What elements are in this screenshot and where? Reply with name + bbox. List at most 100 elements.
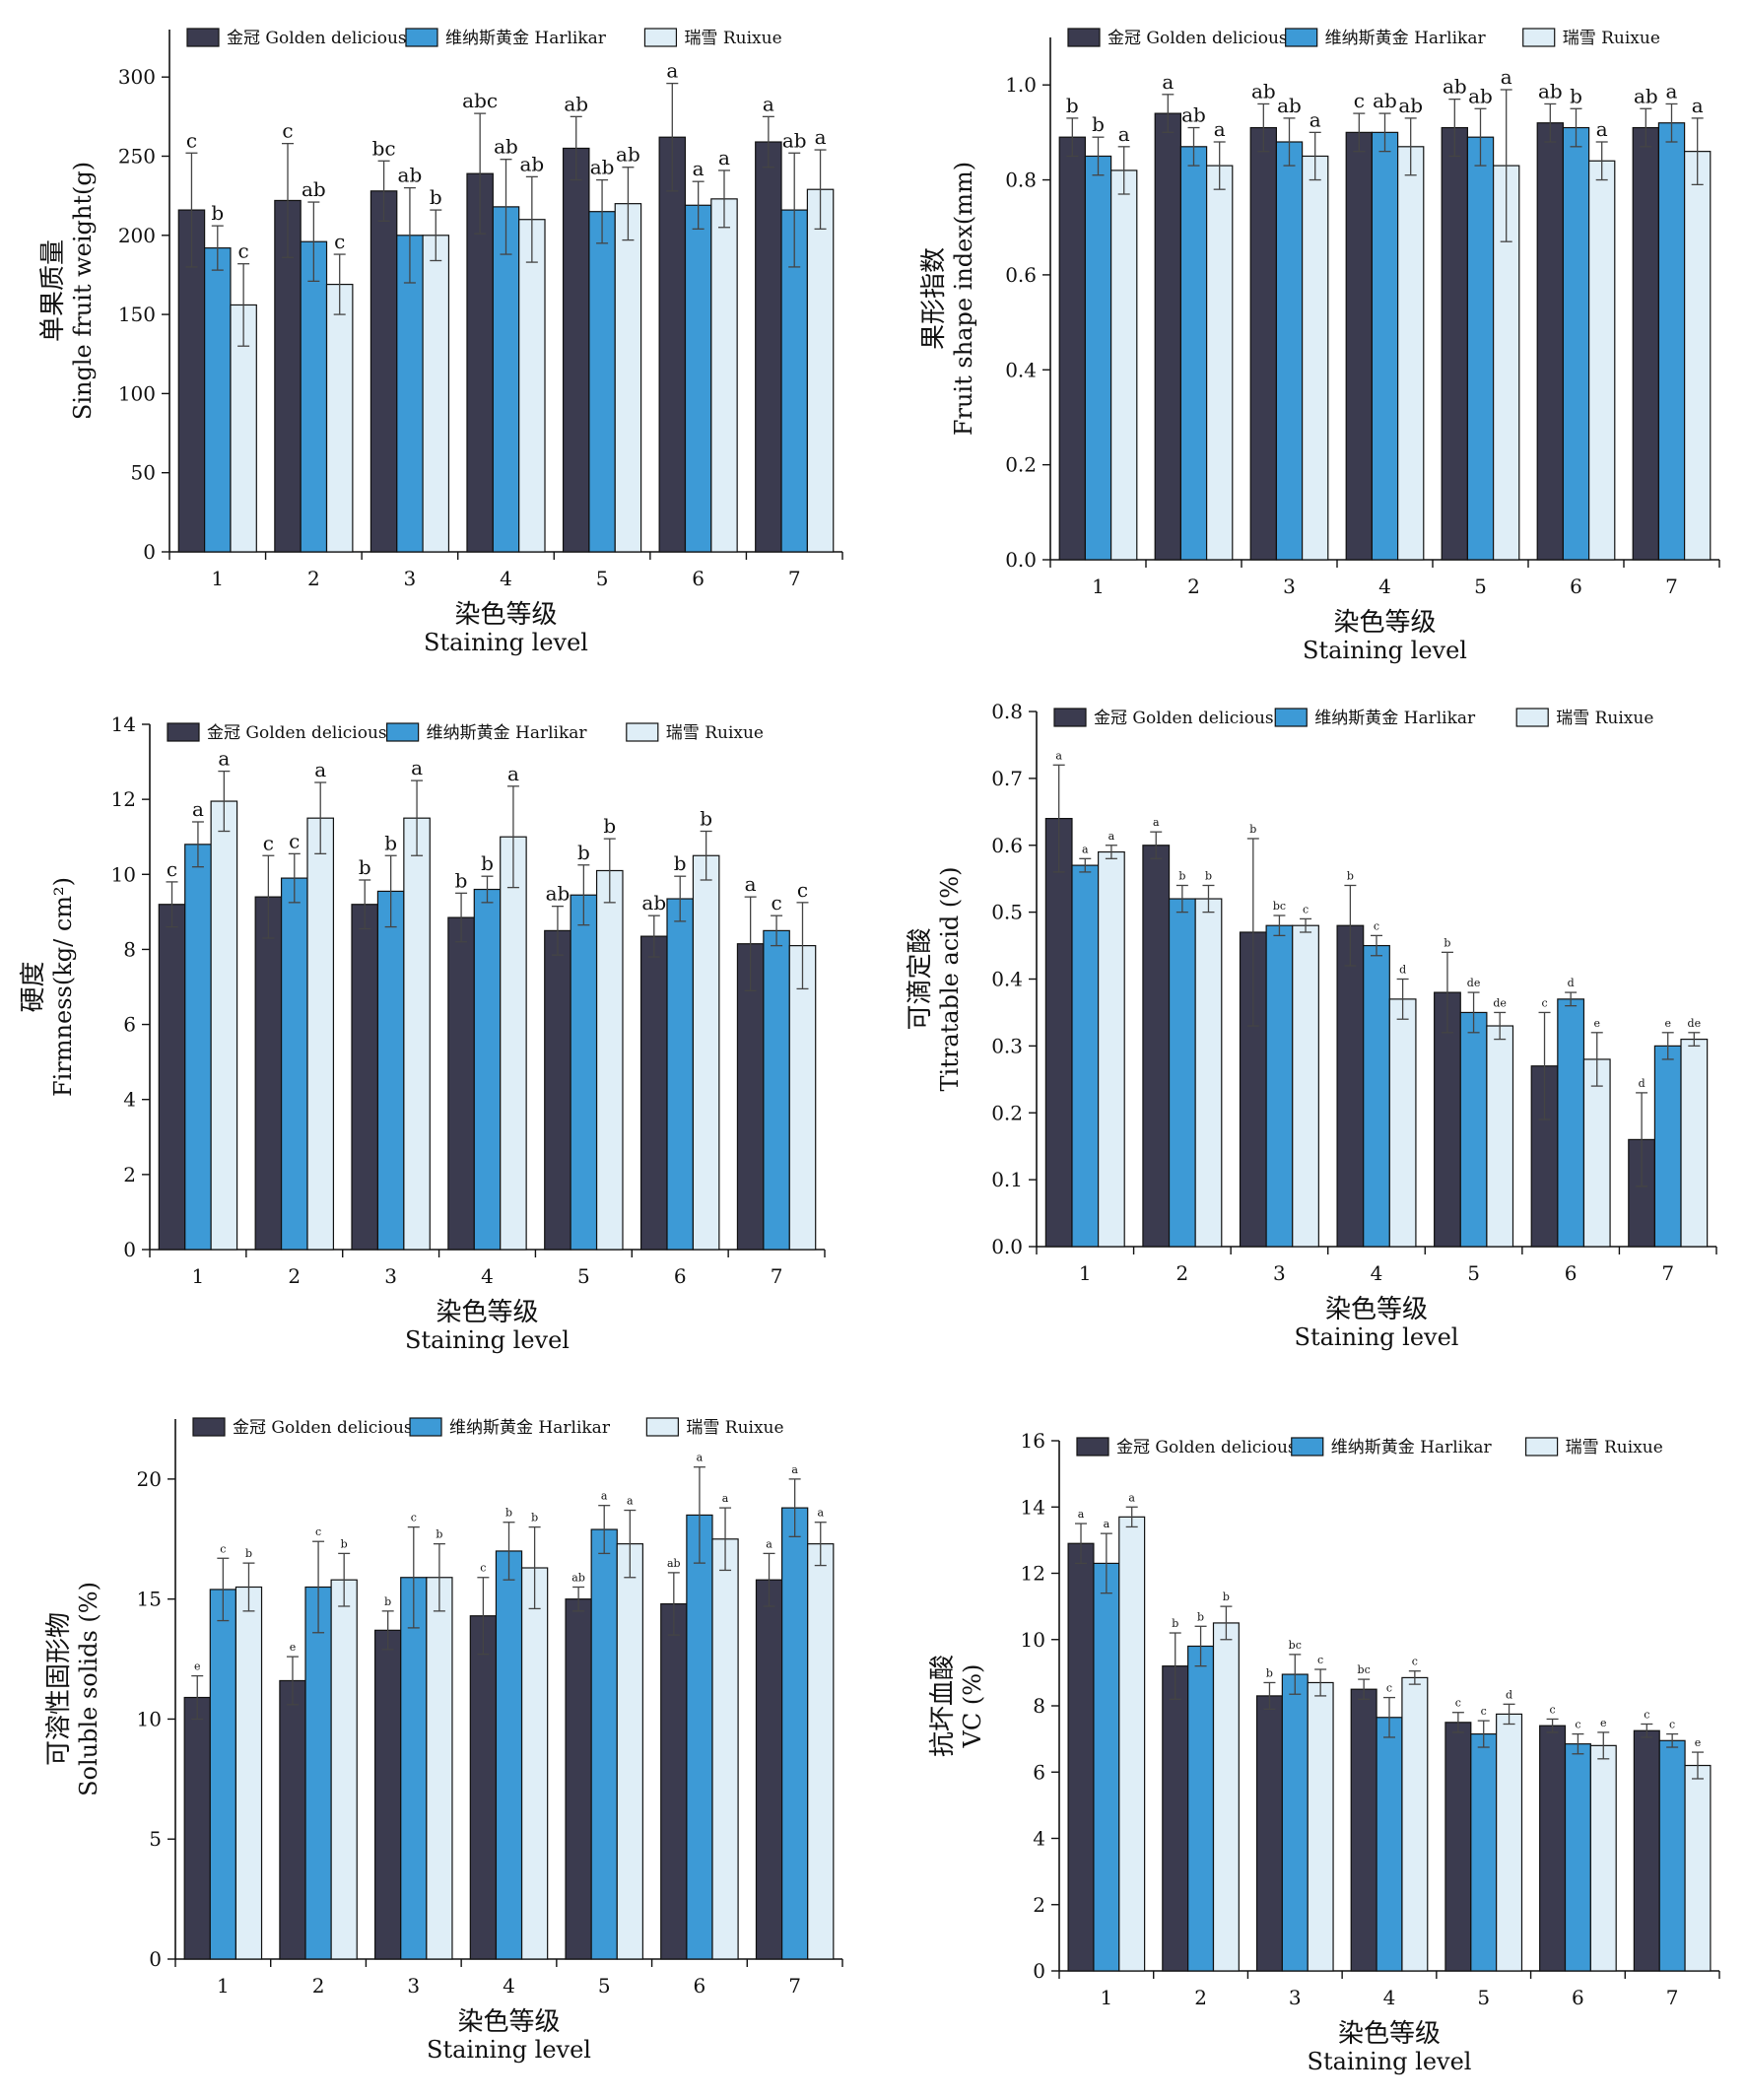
- significance-label: ab: [398, 164, 423, 187]
- significance-label: c: [1455, 1697, 1461, 1710]
- bar: [1187, 1645, 1215, 1972]
- bar: [658, 136, 687, 553]
- bar: [374, 1629, 402, 1960]
- bar: [1071, 864, 1100, 1248]
- bar: [426, 1577, 453, 1960]
- significance-label: ab: [564, 92, 588, 115]
- significance-label: c: [480, 1562, 486, 1575]
- bar: [183, 1696, 211, 1960]
- bar: [184, 844, 212, 1251]
- bar: [1058, 136, 1087, 561]
- bar: [1562, 126, 1590, 561]
- y-tick-label: 0: [123, 1238, 136, 1261]
- bar: [570, 894, 598, 1251]
- significance-label: de: [1493, 996, 1507, 1009]
- x-tick-label: 2: [1194, 1986, 1207, 2009]
- bar: [806, 188, 835, 553]
- x-tick-label: 4: [481, 1264, 494, 1288]
- chart-panel-1: 0501001502002503001cbc2cabc3bcabb4abcaba…: [38, 28, 843, 656]
- legend-label: 金冠 Golden delicious: [233, 1418, 413, 1438]
- significance-label: b: [674, 851, 687, 875]
- significance-label: d: [1506, 1688, 1512, 1701]
- significance-label: b: [436, 1528, 442, 1541]
- legend-swatch: [1274, 708, 1308, 727]
- legend-label: 瑞雪 Ruixue: [686, 1418, 783, 1438]
- bar: [473, 888, 502, 1251]
- significance-label: ab: [1277, 94, 1302, 117]
- significance-label: c: [1575, 1719, 1580, 1731]
- x-tick-label: 1: [1100, 1986, 1112, 2009]
- bar: [469, 1615, 498, 1960]
- significance-label: ab: [1251, 79, 1276, 102]
- significance-label: d: [1399, 964, 1406, 977]
- y-tick-label: 5: [149, 1827, 162, 1851]
- legend-swatch: [1524, 1437, 1559, 1456]
- bar: [710, 198, 738, 553]
- legend-swatch: [1291, 1437, 1324, 1456]
- x-tick-label: 7: [788, 1974, 801, 1998]
- bar: [588, 211, 616, 553]
- bar: [1632, 126, 1660, 561]
- bar: [1093, 1562, 1120, 1972]
- significance-label: c: [282, 119, 293, 143]
- y-tick-label: 0.3: [991, 1034, 1023, 1057]
- chart-panel-6: 0 2 4 6 8 10 12 14 16 1 a a a 2 b b b 3 b bc c 4 bc c c 5 c c d 6 c c e 7…: [928, 1429, 1720, 2075]
- x-tick-label: 4: [1378, 575, 1391, 598]
- significance-label: b: [577, 841, 590, 864]
- y-tick-label: 0.8: [991, 700, 1023, 723]
- significance-label: b: [700, 807, 712, 831]
- y-tick-label: 10: [1021, 1628, 1045, 1652]
- bar: [1536, 122, 1565, 561]
- x-tick-label: 4: [1371, 1261, 1383, 1285]
- bar: [204, 247, 232, 553]
- y-tick-label: 8: [123, 937, 136, 961]
- bar: [1162, 1665, 1189, 1972]
- x-tick-label: 5: [1477, 1986, 1490, 2009]
- y-tick-label: 0.5: [991, 901, 1023, 924]
- x-tick-label: 7: [771, 1264, 783, 1288]
- chart-panel-5: 0 5 10 15 20 1 e c b 2 e c b 3 b c b 4 c b b 5 ab a a 6 ab a a 7 a a a 金冠…: [44, 1417, 843, 2064]
- bar: [1680, 1038, 1709, 1248]
- x-tick-label: 2: [288, 1264, 301, 1288]
- significance-label: a: [601, 1490, 608, 1503]
- significance-label: e: [194, 1660, 201, 1673]
- significance-label: a: [411, 756, 423, 779]
- x-axis-title: 染色等级: [1333, 608, 1436, 638]
- significance-label: e: [1695, 1736, 1702, 1749]
- significance-label: c: [771, 891, 781, 915]
- legend-label: 金冠 Golden delicious: [1116, 1438, 1297, 1457]
- significance-label: c: [411, 1512, 417, 1524]
- significance-label: b: [455, 868, 468, 892]
- y-tick-label: 14: [111, 712, 136, 736]
- significance-label: a: [766, 1537, 772, 1550]
- y-tick-label: 0: [149, 1947, 162, 1971]
- bar: [562, 147, 590, 553]
- significance-label: b: [359, 855, 371, 879]
- legend-swatch: [386, 722, 420, 742]
- bar: [684, 204, 712, 553]
- significance-label: bc: [1289, 1639, 1302, 1652]
- legend-swatch: [1285, 28, 1318, 47]
- bar: [1582, 1058, 1611, 1248]
- significance-label: a: [1153, 816, 1160, 829]
- significance-label: b: [505, 1507, 512, 1520]
- y-axis-title: 可溶性固形物: [44, 1612, 74, 1766]
- bar: [1683, 151, 1712, 561]
- significance-label: ab: [1468, 84, 1493, 107]
- bar: [763, 929, 790, 1251]
- bar: [1345, 131, 1374, 561]
- bar: [616, 1543, 643, 1960]
- bar: [279, 1679, 306, 1960]
- significance-label: b: [211, 201, 224, 225]
- significance-label: c: [315, 1525, 321, 1538]
- legend-label: 维纳斯黄金 Harlikar: [449, 1418, 611, 1438]
- legend-label: 瑞雪 Ruixue: [1556, 709, 1653, 728]
- significance-label: b: [384, 1595, 391, 1608]
- significance-label: a: [718, 146, 730, 169]
- y-axis-subtitle: VC (%): [959, 1664, 986, 1749]
- significance-label: e: [1600, 1717, 1607, 1729]
- bar: [1371, 131, 1399, 561]
